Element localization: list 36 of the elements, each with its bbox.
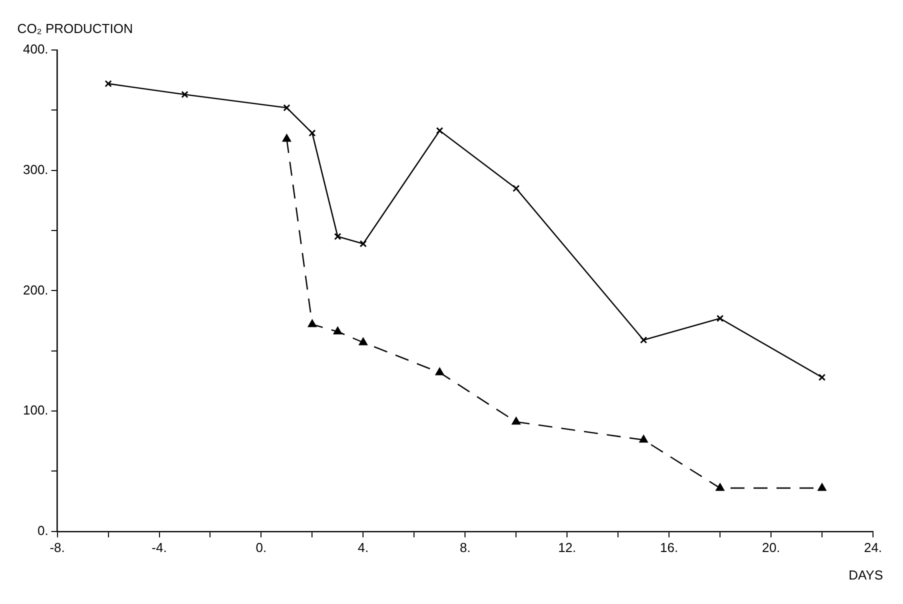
- point: [512, 184, 520, 192]
- x-tick-label: 4.: [358, 540, 369, 555]
- point: [818, 374, 826, 381]
- point: [282, 134, 291, 142]
- x-axis-title: DAYS: [848, 567, 884, 582]
- point: [716, 483, 724, 491]
- point: [360, 240, 367, 248]
- x-tick-label: 24.: [864, 540, 882, 555]
- y-tick-label: 0.: [37, 522, 48, 538]
- point: [308, 320, 316, 328]
- point: [639, 435, 648, 443]
- y-tick-label: 200.: [22, 282, 48, 298]
- point: [181, 90, 188, 98]
- point: [435, 368, 444, 376]
- x-tick-label: -8.: [50, 540, 65, 555]
- y-tick-label: 400.: [22, 42, 48, 57]
- point: [283, 104, 290, 112]
- point: [358, 338, 368, 346]
- point: [640, 336, 648, 344]
- point: [818, 483, 826, 491]
- x-tick-label: 16.: [660, 540, 678, 555]
- point: [308, 129, 316, 137]
- y-tick-label: 300.: [22, 162, 48, 177]
- y-tick-label: 100.: [22, 402, 48, 418]
- x-tick-label: -4.: [152, 540, 167, 555]
- x-tick-label: 20.: [762, 540, 780, 555]
- point: [716, 314, 724, 322]
- y-axis-title: CO₂ PRODUCTION: [17, 21, 133, 36]
- point: [436, 127, 444, 134]
- x-tick-label: 0.: [256, 540, 267, 555]
- point: [334, 232, 342, 240]
- point: [333, 326, 342, 334]
- x-tick-label: 12.: [558, 540, 576, 555]
- x-tick-label: 8.: [460, 540, 471, 555]
- point: [512, 417, 520, 425]
- point: [104, 80, 112, 88]
